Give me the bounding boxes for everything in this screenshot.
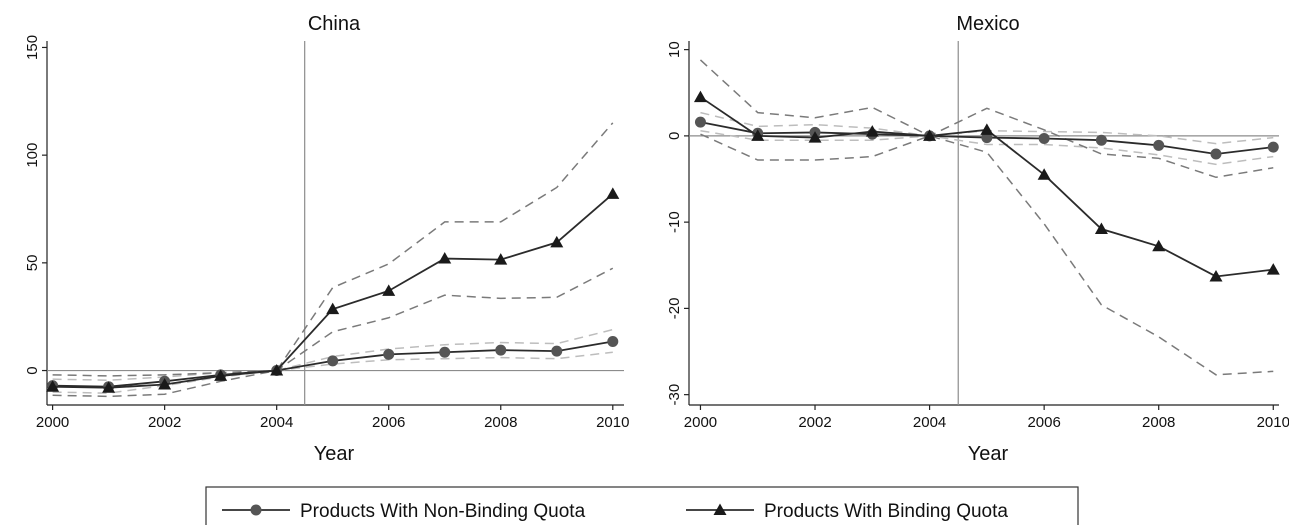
china-binding-point [102, 381, 116, 393]
china-x-tick-label: 2000 [36, 414, 69, 431]
china-binding-point [46, 380, 60, 392]
china-binding-point [550, 235, 564, 248]
mexico-non-binding-point [1267, 141, 1279, 153]
china-non-binding-point [439, 346, 451, 358]
mexico-x-tick-label: 2000 [684, 414, 717, 431]
mexico-binding-point [808, 131, 822, 143]
china-non-binding-ci-upper-line [52, 328, 613, 381]
legend-circle-marker [250, 504, 262, 516]
china-x-tick-label: 2010 [596, 414, 629, 431]
china-panel-title: China [308, 13, 361, 35]
mexico-binding-point [1152, 239, 1166, 252]
china-binding-point [494, 253, 508, 265]
mexico-binding-point [1037, 168, 1051, 180]
mexico-binding-ci-lower-line [700, 133, 1274, 376]
mexico-non-binding-point [1153, 139, 1165, 151]
mexico-y-tick-label: -20 [666, 298, 683, 320]
china-binding-point [270, 364, 284, 376]
mexico-binding-point [1209, 269, 1223, 282]
mexico-non-binding-point [1038, 132, 1050, 144]
china-y-tick-label: 50 [24, 255, 41, 272]
mexico-x-tick-label: 2006 [1027, 414, 1060, 431]
mexico-binding-point [1094, 222, 1108, 235]
mexico-binding-point [693, 90, 707, 103]
mexico-non-binding-point [694, 116, 706, 128]
china-binding-point [158, 378, 172, 390]
china-non-binding-point [551, 345, 563, 357]
china-binding-ci-upper-line [52, 122, 614, 377]
mexico-y-tick-label: 10 [666, 41, 683, 58]
china-binding-ci-lower-line [52, 267, 614, 398]
mexico-non-binding-point [981, 132, 993, 144]
legend-box [205, 486, 1079, 525]
china-x-axis-title: Year [314, 443, 355, 465]
mexico-y-tick-label: -10 [666, 211, 683, 233]
china-binding-point [214, 369, 228, 381]
china-panel: China Year 0 50 100 150 2000 2002 2004 2006 2008… [24, 13, 629, 465]
mexico-binding-point [923, 129, 937, 141]
china-non-binding-point [383, 348, 395, 360]
china-x-tick-label: 2006 [372, 414, 405, 431]
china-binding-point [326, 302, 340, 315]
mexico-x-tick-label: 2002 [798, 414, 831, 431]
legend-label-non-binding: Products With Non-Binding Quota [300, 501, 586, 522]
mexico-x-tick-label: 2008 [1142, 414, 1175, 431]
mexico-x-axis-title: Year [968, 443, 1009, 465]
mexico-panel-title: Mexico [956, 13, 1019, 35]
mexico-y-tick-label: 0 [666, 132, 683, 140]
mexico-binding-point [980, 123, 994, 135]
mexico-binding-point [751, 129, 765, 141]
mexico-x-tick-label: 2004 [913, 414, 946, 431]
china-non-binding-ci-lower-line [52, 351, 613, 394]
china-binding-point [382, 284, 396, 296]
china-y-tick-label: 0 [24, 366, 41, 374]
mexico-x-tick-label: 2010 [1257, 414, 1289, 431]
china-x-tick-label: 2008 [484, 414, 517, 431]
china-binding-point [438, 252, 452, 264]
mexico-binding-point [1266, 263, 1280, 275]
china-binding-point [606, 187, 620, 199]
china-non-binding-point [495, 344, 507, 356]
mexico-binding-ci-upper-line [699, 59, 1274, 179]
legend: Products With Non-Binding Quota Products… [205, 486, 1079, 525]
china-non-binding-point [607, 335, 619, 347]
mexico-non-binding-point [1095, 134, 1107, 146]
china-x-tick-label: 2002 [148, 414, 181, 431]
mexico-non-binding-point [1210, 148, 1222, 160]
china-x-tick-label: 2004 [260, 414, 293, 431]
legend-triangle-marker [713, 503, 727, 515]
legend-label-binding: Products With Binding Quota [764, 501, 1008, 522]
china-y-tick-label: 150 [24, 35, 41, 60]
china-y-tick-label: 100 [24, 143, 41, 168]
mexico-y-tick-label: -30 [666, 384, 683, 406]
china-non-binding-point [327, 355, 339, 367]
mexico-binding-point [865, 125, 879, 137]
mexico-non-binding-ci-lower-line [700, 129, 1274, 166]
